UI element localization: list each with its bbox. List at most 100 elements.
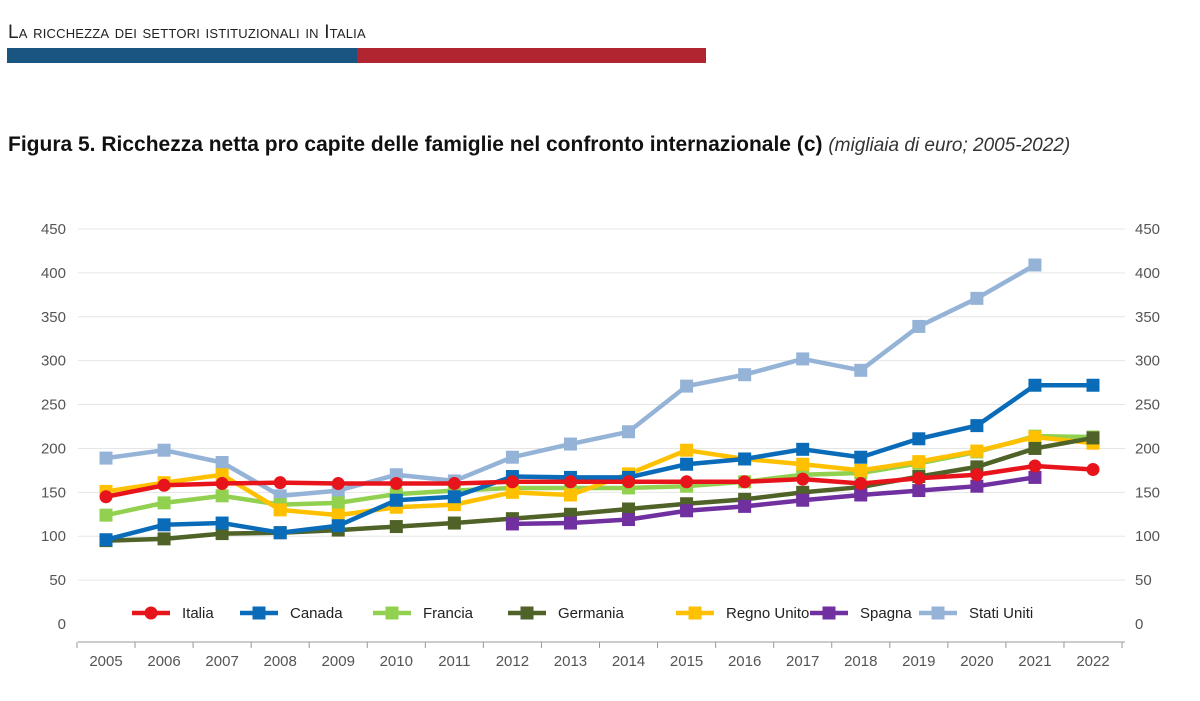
legend-marker [144,606,158,620]
x-tick-label: 2011 [438,653,470,670]
data-point [157,518,171,532]
data-point [912,484,926,498]
data-point [912,471,926,485]
x-tick-label: 2020 [960,653,993,670]
y-tick-label-right: 350 [1135,309,1160,326]
data-point [215,455,229,469]
data-point [796,457,810,471]
data-point [970,479,984,493]
y-tick-label-right: 300 [1135,353,1160,370]
data-point [563,437,577,451]
y-tick-label-left: 50 [49,572,66,589]
legend-label: Spagna [860,605,912,622]
data-point [738,475,752,489]
x-tick-label: 2012 [496,653,529,670]
data-point [505,485,519,499]
legend-marker [688,606,702,620]
x-tick-label: 2013 [554,653,587,670]
x-tick-label: 2014 [612,653,645,670]
data-point [970,468,984,482]
y-tick-label-right: 250 [1135,397,1160,414]
legend-marker [520,606,534,620]
data-point [99,508,113,522]
y-tick-label-left: 200 [41,440,66,457]
data-point [1028,378,1042,392]
data-point [505,517,519,531]
y-tick-label-right: 400 [1135,265,1160,282]
legend-label: Stati Uniti [969,605,1033,622]
data-point [912,455,926,469]
data-point [447,477,461,491]
data-point [1028,258,1042,272]
data-point [215,527,229,541]
x-tick-label: 2005 [89,653,122,670]
figure-title-note: (migliaia di euro; 2005-2022) [828,135,1071,156]
legend-label: Francia [423,605,474,622]
y-tick-label-left: 450 [41,221,66,238]
series-line-stati-uniti [105,263,1037,499]
data-point [273,526,287,540]
data-point [157,532,171,546]
y-tick-label-right: 450 [1135,221,1160,238]
data-point [912,319,926,333]
x-tick-label: 2015 [670,653,703,670]
data-point [99,490,113,504]
data-point [854,463,868,477]
series-line-spagna [512,475,1036,527]
data-point [622,475,636,489]
y-tick-label-right: 100 [1135,528,1160,545]
data-point [680,475,694,489]
data-point [389,477,403,491]
x-tick-label: 2018 [844,653,877,670]
data-point [854,363,868,377]
y-tick-label-right: 0 [1135,616,1143,633]
data-point [680,504,694,518]
data-point [680,443,694,457]
data-point [389,520,403,534]
legend-marker [252,606,266,620]
data-point [970,444,984,458]
data-point [157,496,171,510]
y-tick-label-left: 400 [41,265,66,282]
legend-label: Regno Unito [726,605,809,622]
x-tick-label: 2010 [380,653,413,670]
data-point [970,291,984,305]
data-point [1028,459,1042,473]
data-point [563,488,577,502]
data-point [99,533,113,547]
x-tick-label: 2009 [322,653,355,670]
data-point [215,516,229,530]
data-point [680,379,694,393]
data-point [563,475,577,489]
legend-label: Italia [182,605,214,622]
data-point [215,489,229,503]
x-tick-label: 2008 [263,653,296,670]
data-point [563,516,577,530]
legend-label: Canada [290,605,343,622]
data-point [389,493,403,507]
legend-marker [822,606,836,620]
legend-marker [385,606,399,620]
data-point [505,475,519,489]
figure-title-main: Figura 5. Ricchezza netta pro capite del… [8,133,823,156]
data-point [622,502,636,516]
figure-title: Figura 5. Ricchezza netta pro capite del… [8,133,1193,158]
series-line-regno-unito [105,434,1094,518]
y-tick-label-left: 150 [41,484,66,501]
data-point [331,477,345,491]
data-point [331,496,345,510]
series-line-canada [105,382,1093,542]
data-point [273,476,287,490]
data-point [1086,431,1100,445]
y-tick-label-right: 200 [1135,440,1160,457]
data-point [854,477,868,491]
y-tick-label-left: 250 [41,397,66,414]
data-point [215,477,229,491]
x-tick-label: 2007 [205,653,238,670]
data-point [970,419,984,433]
x-tick-label: 2016 [728,653,761,670]
data-point [796,472,810,486]
series-line-italia [105,463,1094,499]
data-point [738,368,752,382]
